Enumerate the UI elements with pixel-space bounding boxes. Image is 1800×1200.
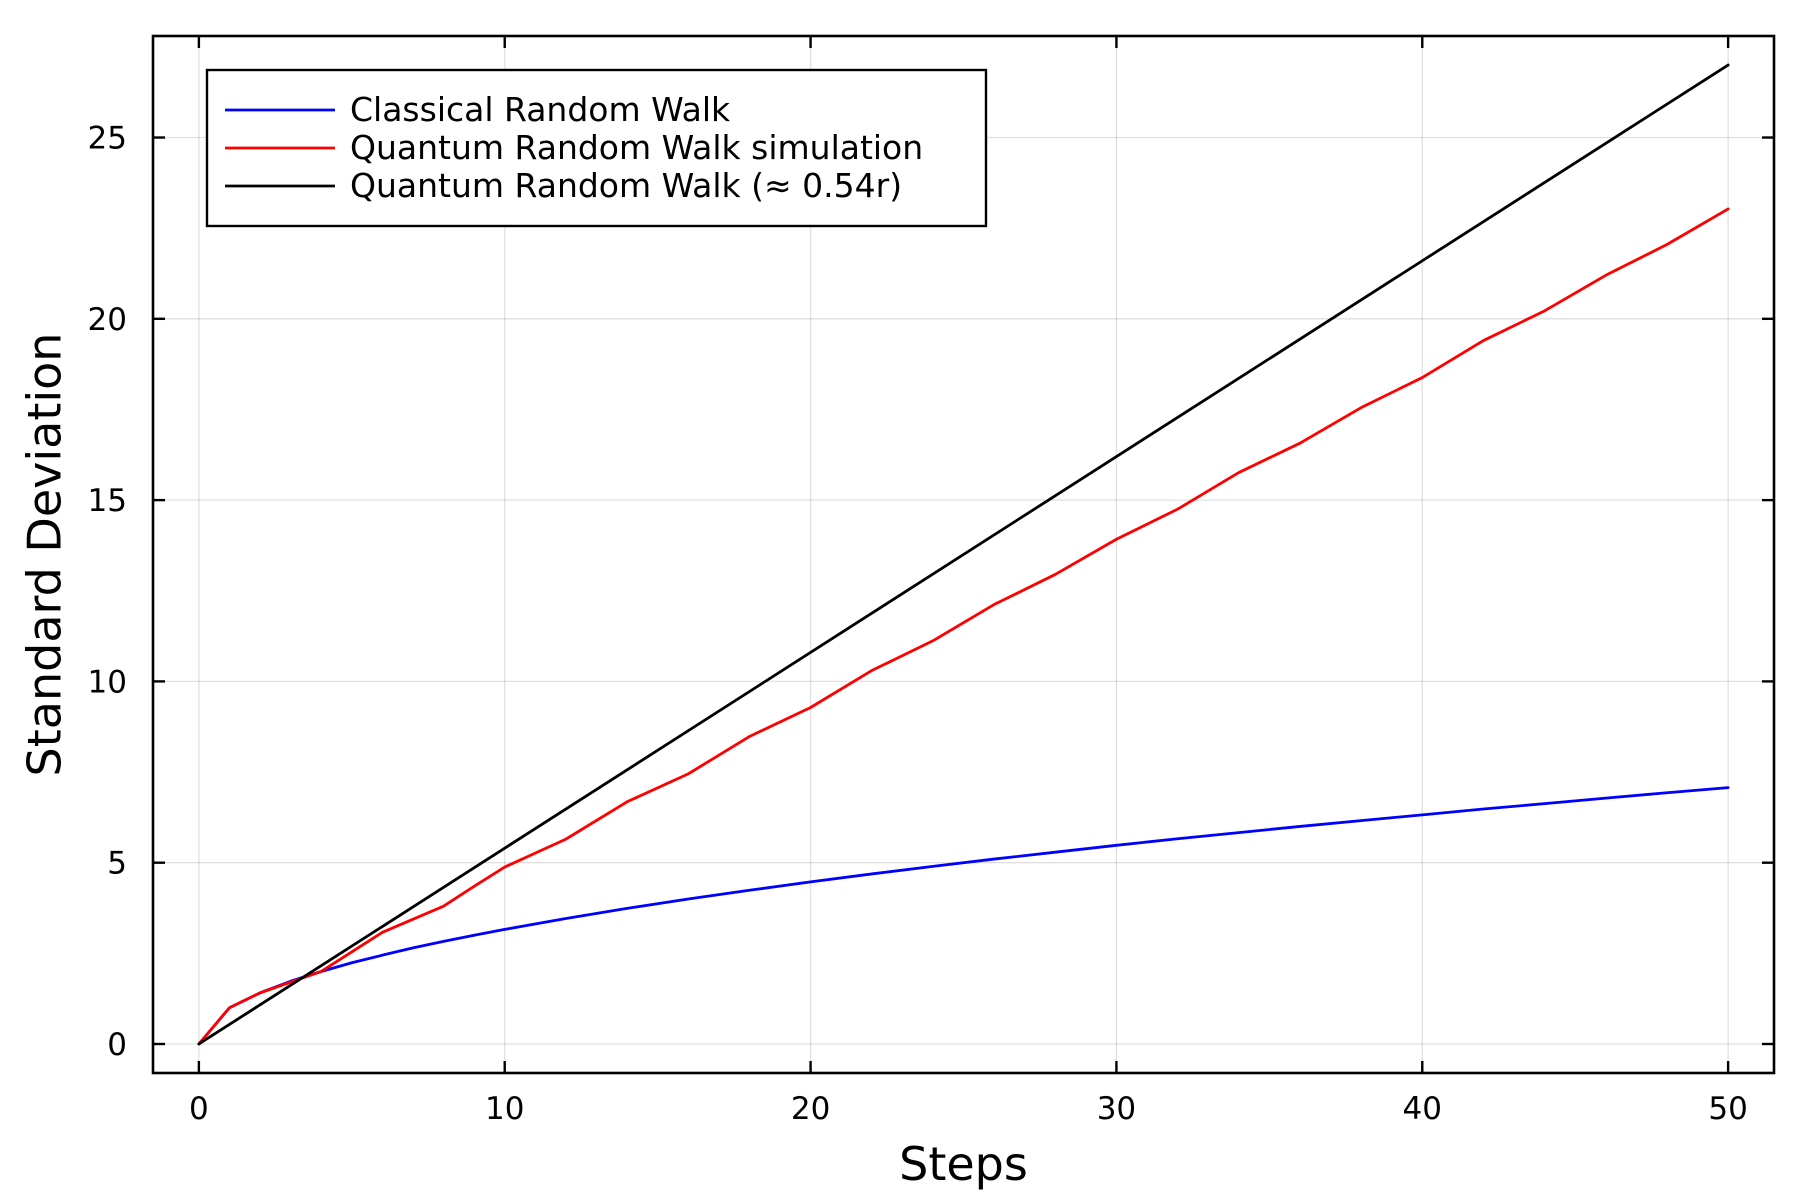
y-tick-label: 25 — [88, 121, 127, 157]
x-tick-label: 30 — [1097, 1091, 1136, 1127]
x-tick-label: 10 — [485, 1091, 524, 1127]
x-tick-label: 20 — [791, 1091, 830, 1127]
x-tick-label: 0 — [189, 1091, 209, 1127]
plot-frame — [151, 34, 1776, 1075]
series-line-quantum-random-walk-simulation — [197, 207, 1730, 1046]
y-axis-title: Standard Deviation — [18, 333, 72, 777]
tick-labels: 0 10 20 30 40 50 0 5 10 15 20 25 — [88, 121, 1748, 1127]
y-tick-label: 20 — [88, 302, 127, 338]
legend-box — [205, 68, 988, 228]
legend-label: Quantum Random Walk (≈ 0.54r) — [350, 166, 902, 205]
x-tick-label: 40 — [1403, 1091, 1442, 1127]
x-tick-label: 50 — [1708, 1091, 1747, 1127]
plot-series — [197, 63, 1730, 1046]
x-axis-title: Steps — [899, 1137, 1028, 1191]
legend-label: Quantum Random Walk simulation — [350, 128, 923, 167]
legend-label: Classical Random Walk — [350, 90, 731, 129]
y-tick-label: 10 — [88, 664, 127, 700]
y-tick-label: 5 — [107, 846, 127, 882]
axis-ticks — [153, 36, 1774, 1073]
y-tick-label: 15 — [88, 483, 127, 519]
series-line-classical-random-walk — [197, 786, 1730, 1046]
y-tick-label: 0 — [107, 1027, 127, 1063]
series-line-quantum-random-walk-0-54r — [197, 63, 1730, 1046]
